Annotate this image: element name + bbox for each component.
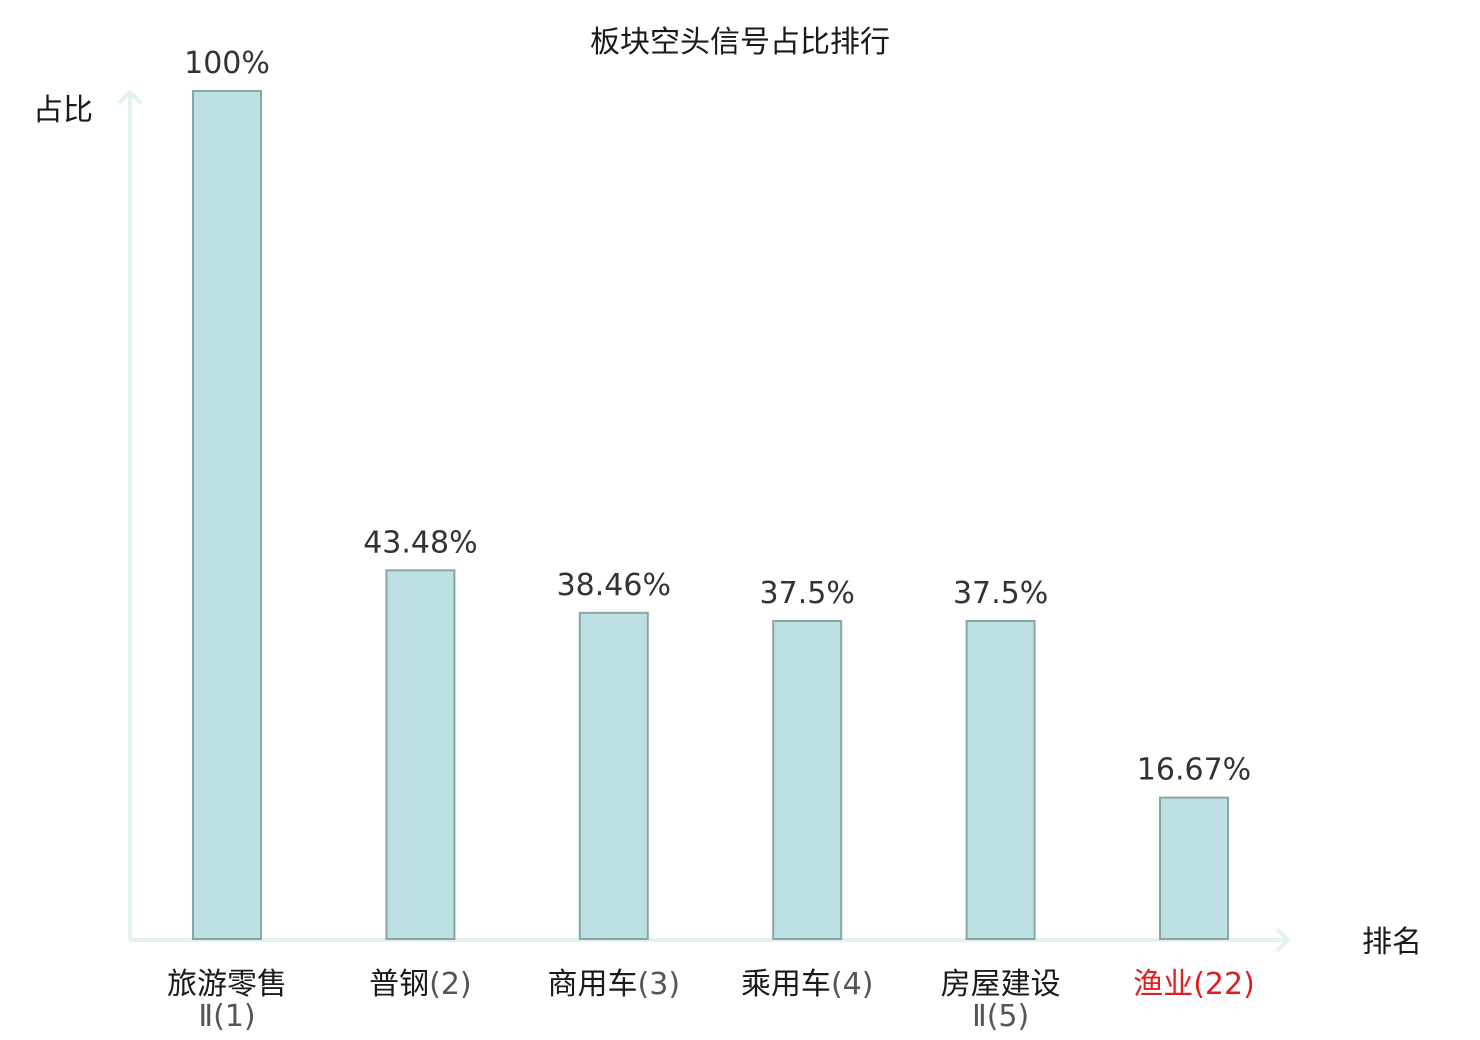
bar-value-label: 43.48%	[363, 525, 477, 560]
category-suffix: Ⅱ	[972, 999, 987, 1034]
bars-group: 100%旅游零售Ⅱ(1)43.48%普钢(2)38.46%商用车(3)37.5%…	[167, 46, 1255, 1034]
x-tick-label: 商用车(3)	[548, 967, 681, 1002]
bar	[772, 620, 843, 940]
category-name: 商用车	[548, 967, 638, 1002]
x-tick-label: 普钢(2)	[369, 967, 472, 1002]
category-name: 渔业	[1133, 967, 1193, 1002]
bar	[1159, 796, 1229, 941]
y-axis-label: 占比	[33, 93, 93, 128]
category-rank: (1)	[213, 999, 256, 1034]
chart-title: 板块空头信号占比排行	[590, 25, 890, 60]
category-name: 乘用车	[741, 967, 831, 1002]
x-tick-label: 渔业(22)	[1133, 967, 1255, 1002]
category-name: 普钢	[369, 967, 429, 1002]
bar-value-label: 37.5%	[760, 576, 855, 611]
category-name: 房屋建设	[941, 967, 1061, 1002]
category-rank: (22)	[1193, 967, 1255, 1002]
x-tick-label-line2: Ⅱ(5)	[972, 999, 1029, 1034]
x-tick-label: 旅游零售	[167, 967, 287, 1002]
bar-value-label: 16.67%	[1137, 753, 1251, 788]
bar-value-label: 38.46%	[557, 568, 671, 603]
category-rank: (5)	[987, 999, 1030, 1034]
x-tick-label: 乘用车(4)	[741, 967, 874, 1002]
bar	[385, 569, 456, 940]
x-axis-label: 排名	[1362, 925, 1422, 960]
bar-value-label: 37.5%	[953, 576, 1048, 611]
category-rank: (2)	[429, 967, 472, 1002]
x-tick-label: 房屋建设	[941, 967, 1061, 1002]
x-tick-label-line2: Ⅱ(1)	[198, 999, 255, 1034]
category-suffix: Ⅱ	[198, 999, 213, 1034]
bar	[965, 620, 1036, 940]
category-rank: (3)	[638, 967, 681, 1002]
bar	[192, 90, 262, 940]
category-rank: (4)	[831, 967, 874, 1002]
category-name: 旅游零售	[167, 967, 287, 1002]
bar	[578, 611, 649, 940]
bar-value-label: 100%	[184, 46, 270, 81]
